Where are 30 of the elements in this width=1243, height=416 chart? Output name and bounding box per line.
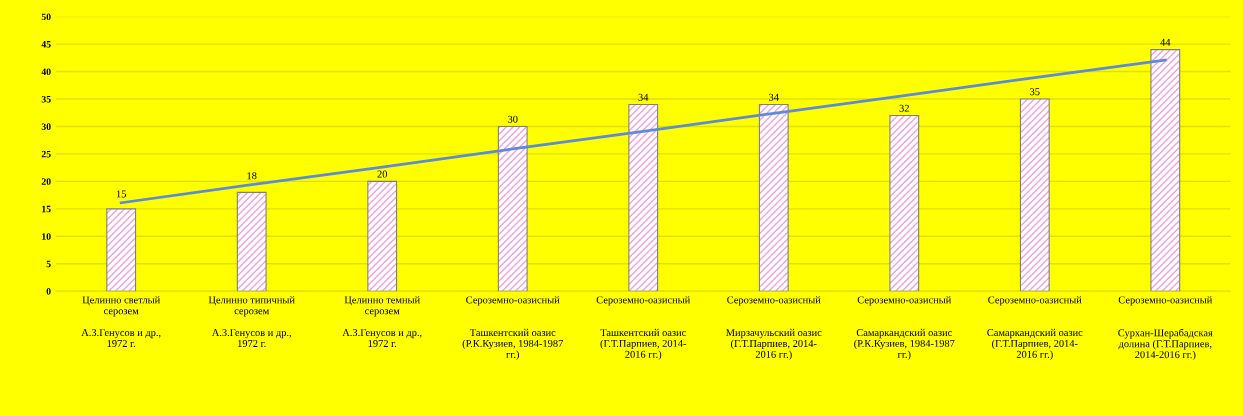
data-label: 44 xyxy=(1160,38,1171,46)
y-tick-label: 50 xyxy=(41,13,51,21)
category-label: Сероземно-оазисный Ташкентский оазис (Г.Т.Парпиев, 2014- 2016 гг.) xyxy=(596,296,690,360)
data-label: 15 xyxy=(116,190,126,198)
y-tick-label: 40 xyxy=(41,68,51,76)
y-tick-label: 15 xyxy=(42,205,51,213)
line-series xyxy=(119,58,1167,205)
y-tick-label: 0 xyxy=(46,288,51,295)
y-tick-label: 25 xyxy=(41,150,51,158)
category-label: Сероземно-оазисный Мирзачульский оазис (Г.Т.Парпиев, 2014- 2016 гг.) xyxy=(726,296,822,360)
data-label: 34 xyxy=(769,93,779,101)
category-label: Сероземно-оазисный Сурхан-Шерабадская долина (Г.Т.Парпиев, 2014-2016 гг.) xyxy=(1118,296,1213,361)
data-label: 32 xyxy=(899,104,909,112)
y-tick-label: 5 xyxy=(46,260,51,268)
data-label: 20 xyxy=(377,170,388,178)
data-label: 30 xyxy=(508,115,518,123)
category-label: Целинно типичный серозем А.З.Генусов и др., 1972 г. xyxy=(208,296,295,348)
data-label: 35 xyxy=(1030,88,1040,96)
data-label: 34 xyxy=(638,93,649,101)
category-label: Сероземно-оазисный Самаркандский оазис (Р.К.Кузиев, 1984-1987 гг.) xyxy=(854,296,955,360)
y-tick-label: 10 xyxy=(42,233,51,240)
y-tick-label: 45 xyxy=(41,41,51,48)
y-tick-label: 35 xyxy=(41,95,51,103)
category-label: Целинно светлый серозем А.З.Генусов и др., 1972 г. xyxy=(81,296,161,348)
category-label: Сероземно-оазисный Самаркандский оазис (Г.Т.Парпиев, 2014- 2016 гг.) xyxy=(987,296,1083,360)
y-tick-label: 30 xyxy=(41,123,51,130)
category-label: Целинно темный серозем А.З.Генусов и др., 1972 г. xyxy=(342,296,422,348)
category-label: Сероземно-оазисный Ташкентский оазис (Р.К.Кузиев, 1984-1987 гг.) xyxy=(462,296,563,360)
y-tick-label: 20 xyxy=(41,178,51,185)
data-label: 18 xyxy=(247,172,257,180)
